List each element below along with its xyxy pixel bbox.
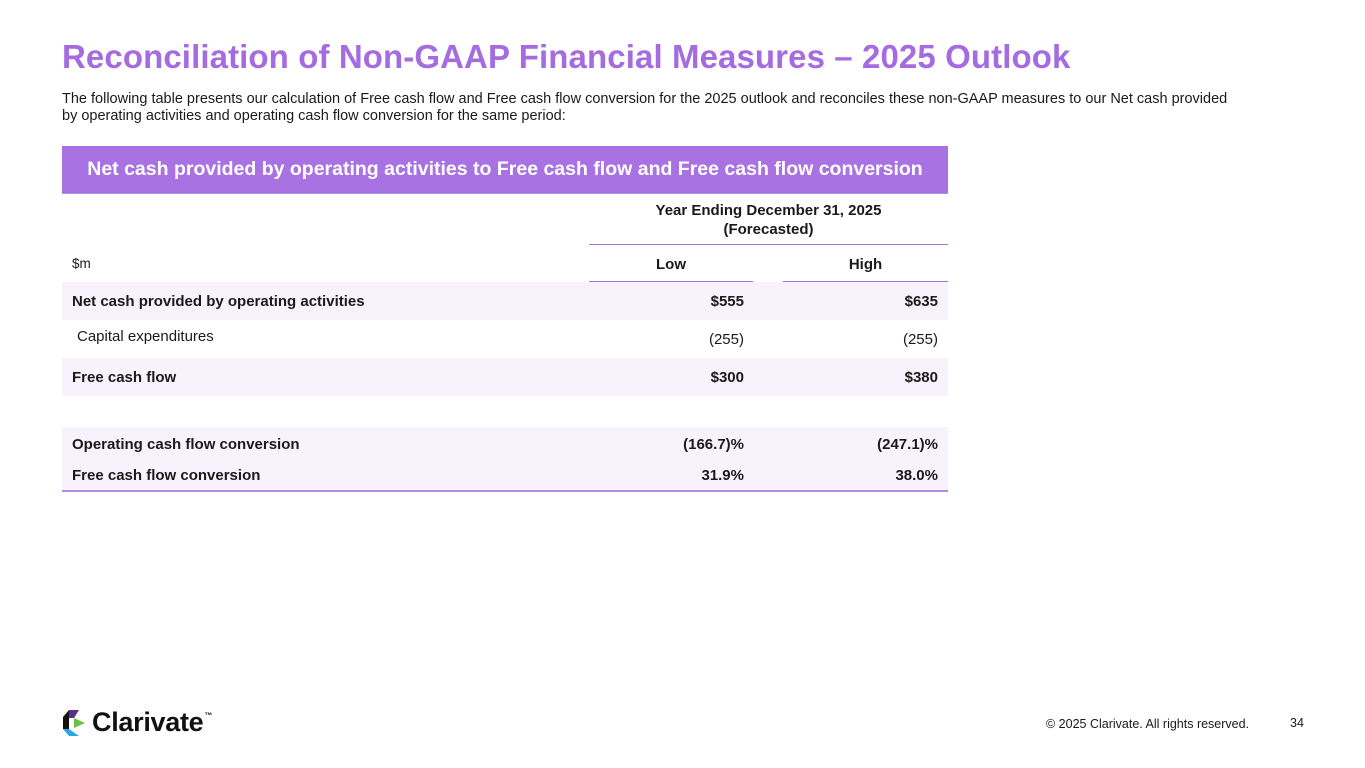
- row-label: Net cash provided by operating activitie…: [72, 292, 365, 310]
- unit-label: $m: [72, 256, 91, 271]
- column-header-high: High: [848, 256, 883, 273]
- table-bottom-border: [62, 490, 948, 492]
- row-value-low: $555: [710, 292, 744, 310]
- table-row: Capital expenditures (255) (255): [62, 320, 948, 358]
- column-header-low: Low: [656, 256, 686, 273]
- table-row: Net cash provided by operating activitie…: [62, 282, 948, 320]
- row-label: Capital expenditures: [77, 328, 214, 345]
- table-row: Free cash flow $300 $380: [62, 358, 948, 396]
- clarivate-logo: Clarivate ™: [62, 707, 212, 738]
- column-group-header: Year Ending December 31, 2025 (Forecaste…: [589, 201, 948, 239]
- header-divider: [62, 193, 948, 194]
- row-value-high: $380: [904, 368, 938, 386]
- row-value-high: 38.0%: [895, 467, 938, 484]
- logo-trademark: ™: [204, 711, 213, 720]
- column-group-subtitle: (Forecasted): [723, 221, 814, 238]
- table-row: Operating cash flow conversion (166.7)% …: [62, 427, 948, 461]
- page-title: Reconciliation of Non-GAAP Financial Mea…: [62, 38, 1071, 75]
- row-value-high: $635: [904, 292, 938, 310]
- intro-text: The following table presents our calcula…: [62, 91, 1228, 124]
- column-group-divider: [589, 244, 948, 245]
- row-value-low: (166.7)%: [683, 435, 744, 453]
- column-underline-low: [589, 281, 753, 282]
- table-header: Net cash provided by operating activitie…: [62, 146, 948, 193]
- table-row: Free cash flow conversion 31.9% 38.0%: [62, 461, 948, 490]
- column-group-title: Year Ending December 31, 2025: [655, 202, 882, 219]
- row-value-high: (247.1)%: [877, 435, 938, 453]
- column-underline-high: [783, 281, 948, 282]
- row-value-low: (255): [708, 331, 744, 348]
- clarivate-logo-icon: [63, 709, 85, 736]
- copyright-text: © 2025 Clarivate. All rights reserved.: [1046, 717, 1250, 731]
- row-value-low: 31.9%: [701, 467, 744, 484]
- row-label: Operating cash flow conversion: [72, 435, 300, 453]
- row-label: Free cash flow: [72, 368, 177, 386]
- row-value-high: (255): [902, 331, 938, 348]
- row-value-low: $300: [710, 368, 744, 386]
- row-label: Free cash flow conversion: [72, 467, 261, 484]
- logo-text: Clarivate: [92, 707, 204, 737]
- page-number: 34: [1290, 716, 1304, 730]
